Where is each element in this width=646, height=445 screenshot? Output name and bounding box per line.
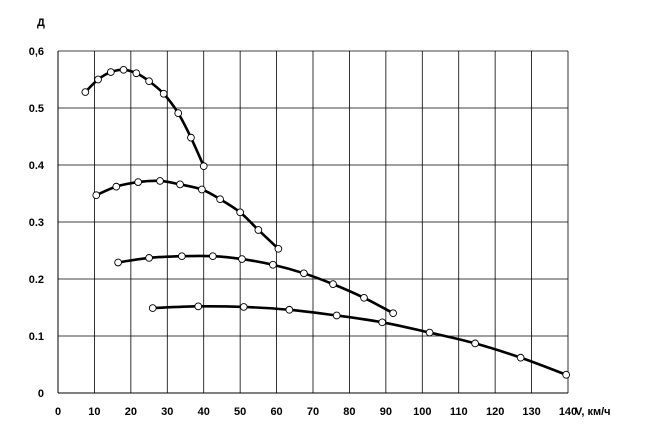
tick-labels: 0 10 20 30 40 50 60 70 80 90 100 110 120 130 140 0 0.1 0.…	[29, 46, 577, 418]
data-point	[378, 318, 387, 327]
data-point	[176, 180, 184, 189]
data-point	[81, 88, 90, 96]
data-point	[198, 185, 206, 194]
series-1	[81, 65, 208, 170]
data-point	[274, 244, 283, 253]
x-tick-label: 30	[161, 406, 173, 418]
data-point	[332, 311, 341, 320]
data-point	[389, 309, 397, 318]
data-point	[239, 303, 248, 311]
y-tick-label: 0.5	[29, 103, 44, 115]
series-line	[84, 68, 206, 168]
data-point	[94, 75, 102, 84]
data-point	[145, 254, 153, 262]
x-tick-label: 60	[270, 406, 282, 418]
data-point	[178, 252, 186, 261]
x-tick-label: 20	[125, 406, 137, 418]
axes	[57, 51, 568, 394]
series-3	[114, 252, 397, 318]
data-point	[269, 260, 277, 269]
y-tick-label: 0	[38, 388, 44, 400]
y-tick-label: 0.1	[29, 331, 44, 343]
data-point	[159, 89, 168, 98]
x-tick-label: 80	[343, 406, 355, 418]
data-point	[199, 162, 208, 170]
data-point	[238, 255, 246, 263]
y-tick-label: 0.2	[29, 274, 44, 286]
grid	[58, 50, 569, 393]
y-tick-label: 0.4	[29, 160, 45, 172]
data-point	[425, 328, 434, 337]
data-point	[132, 69, 141, 78]
data-point	[254, 226, 263, 234]
data-point	[112, 182, 121, 191]
data-point	[187, 133, 195, 142]
x-tick-label: 120	[486, 406, 504, 418]
series-layer	[81, 65, 571, 379]
y-axis-label: Д	[37, 17, 45, 29]
x-tick-label: 50	[234, 406, 246, 418]
x-tick-label: 70	[307, 406, 319, 418]
series-line	[94, 179, 280, 251]
data-point	[92, 191, 101, 200]
x-tick-label: 10	[88, 406, 100, 418]
data-point	[119, 65, 128, 74]
x-tick-label: 40	[198, 406, 210, 418]
data-point	[516, 353, 525, 362]
x-tick-label: 100	[413, 406, 431, 418]
data-point	[194, 302, 203, 311]
series-line	[151, 304, 568, 377]
data-point	[471, 339, 479, 348]
x-tick-label: 0	[55, 406, 61, 418]
data-point	[148, 304, 157, 312]
data-point	[216, 195, 224, 204]
data-point	[106, 68, 115, 76]
data-point	[174, 109, 183, 117]
data-point	[329, 280, 337, 288]
data-point	[156, 177, 164, 185]
data-point	[145, 77, 153, 86]
y-tick-label: 0,6	[29, 46, 44, 58]
x-tick-label: 90	[380, 406, 392, 418]
data-point	[360, 293, 368, 302]
data-point	[236, 208, 244, 217]
data-point	[562, 370, 571, 379]
series-4	[148, 302, 571, 379]
x-tick-label: 110	[450, 406, 468, 418]
data-point	[114, 258, 122, 267]
data-point	[134, 178, 142, 186]
x-tick-label: 130	[522, 406, 540, 418]
data-point	[300, 269, 308, 278]
x-axis-label: V, км/ч	[575, 406, 611, 418]
y-tick-label: 0.3	[29, 217, 44, 229]
series-2	[92, 177, 283, 253]
series-line	[116, 254, 395, 315]
data-point	[208, 252, 217, 261]
x-tick-label: 140	[559, 406, 577, 418]
data-point	[285, 305, 294, 314]
